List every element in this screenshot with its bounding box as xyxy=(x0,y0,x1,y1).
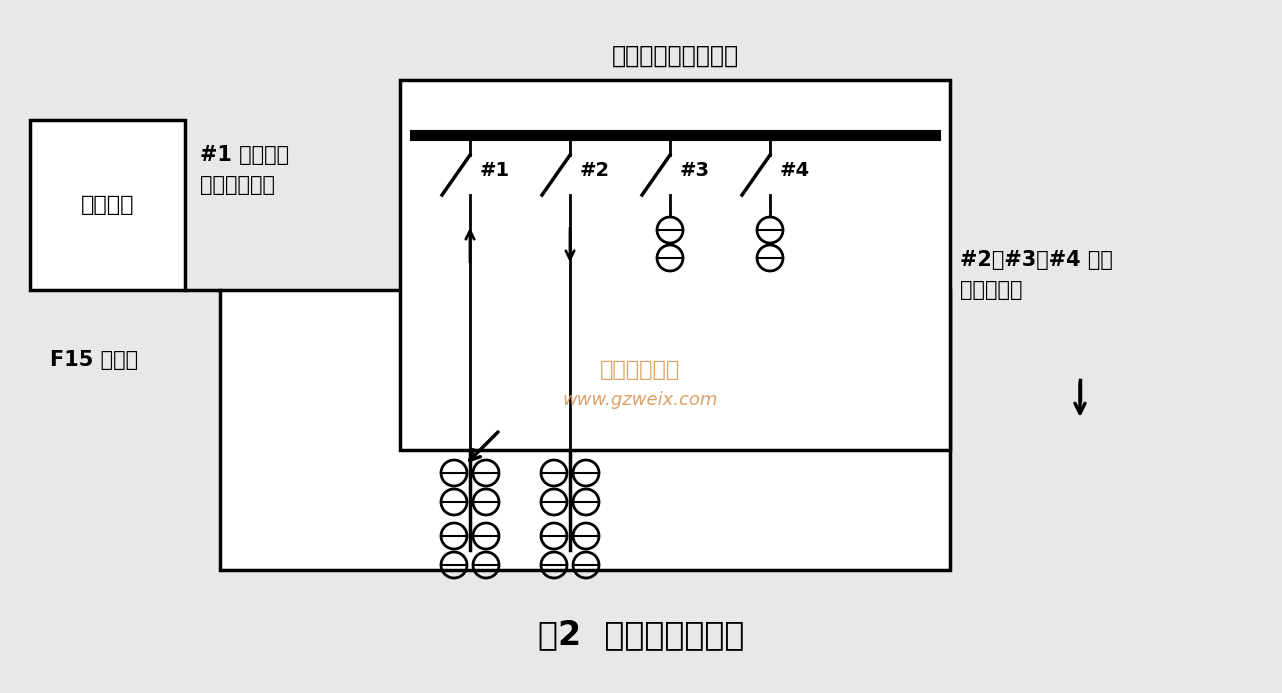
Bar xyxy=(400,80,950,450)
Bar xyxy=(221,290,950,570)
Bar xyxy=(29,120,185,290)
Text: www.gzweix.com: www.gzweix.com xyxy=(563,391,718,409)
Text: #2: #2 xyxy=(579,161,610,179)
Text: #4: #4 xyxy=(779,161,810,179)
Text: #2、#3、#4 开关: #2、#3、#4 开关 xyxy=(960,250,1113,270)
Text: #1 开关闪烁: #1 开关闪烁 xyxy=(200,145,290,165)
Text: 无故障指示: 无故障指示 xyxy=(960,280,1023,300)
Text: 图2  故障时的系统图: 图2 故障时的系统图 xyxy=(538,618,744,651)
Text: 精通维修下载: 精通维修下载 xyxy=(600,360,681,380)
Text: 甲变电站: 甲变电站 xyxy=(81,195,135,215)
Text: 指示故障电流: 指示故障电流 xyxy=(200,175,276,195)
Text: #1: #1 xyxy=(479,161,510,179)
Text: #3: #3 xyxy=(679,161,710,179)
Text: 彩岸户内三遥公用柜: 彩岸户内三遥公用柜 xyxy=(612,44,738,68)
Text: F15 甲乙线: F15 甲乙线 xyxy=(50,350,138,370)
